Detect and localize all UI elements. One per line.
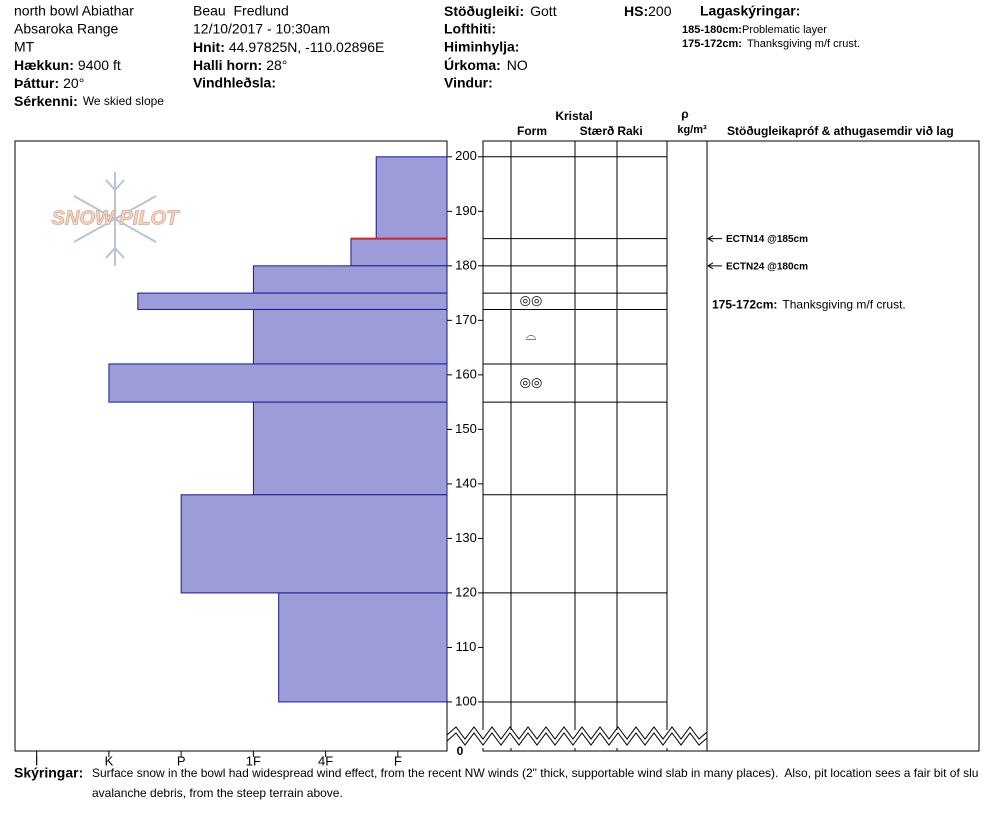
comment-text: Thanksgiving m/f crust. <box>782 297 905 311</box>
feature-row: Sérkenni: We skied slope <box>14 93 164 109</box>
observer: Beau Fredlund <box>193 3 289 19</box>
x-tick-label: K <box>105 753 114 768</box>
crystal-frame <box>482 140 980 752</box>
tests-header: Stöðugleikapróf & athugasemdir við lag <box>727 124 954 138</box>
y-tick-label: 100 <box>455 693 477 708</box>
value: We skied slope <box>83 94 164 108</box>
value: 20° <box>63 75 84 91</box>
y-tick-label: 120 <box>455 584 477 599</box>
layer-bar <box>108 363 448 403</box>
y-tick-label: 190 <box>455 203 477 218</box>
aspect-row: Þáttur: 20° <box>14 75 84 91</box>
layer-comment: 175-172cm: Thanksgiving m/f crust. <box>712 297 906 311</box>
value: NO <box>507 57 528 73</box>
grain-form: ⌓ <box>526 328 536 343</box>
density-header: ρ <box>681 107 688 121</box>
slope-row: Halli horn: 28° <box>193 57 287 73</box>
layer-bar <box>137 292 448 310</box>
plot: 100 110 120 130 140 150 160 170 180 190 200 I K P 1F 4F… <box>35 148 906 768</box>
y-tick-label: 130 <box>455 530 477 545</box>
legend-title: Lagaskýringar: <box>700 3 800 19</box>
layer-bar <box>180 494 448 594</box>
y-tick-label: 200 <box>455 148 477 163</box>
test-arrow <box>707 262 722 270</box>
logo <box>73 172 157 266</box>
sky-label: Himinhylja: <box>444 39 519 55</box>
test-label: ECTN24 @180cm <box>726 261 808 272</box>
y-tick-label: 110 <box>456 639 477 654</box>
comment-range: 175-172cm: <box>712 297 777 311</box>
label: Úrkoma: <box>444 56 501 73</box>
value: Gott <box>530 3 557 19</box>
size-header: Stærð <box>580 124 615 138</box>
grain-form: ◎◎ <box>520 374 543 389</box>
test-label: ECTN14 @185cm <box>726 234 808 245</box>
legend-row: 185-180cm:Problematic layer <box>682 24 827 36</box>
precip-row: Úrkoma: NO <box>444 56 528 73</box>
y-tick-label: 140 <box>455 475 477 490</box>
layer-bar <box>375 156 448 240</box>
grain-form: ◎◎ <box>520 293 543 308</box>
moisture-header: Raki <box>617 124 642 138</box>
label: Sérkenni: <box>14 93 78 109</box>
layer-bar <box>252 401 448 496</box>
label: Halli horn: <box>193 57 262 73</box>
crystal-header: Kristal <box>555 109 592 123</box>
notes-line: Surface snow in the bowl had widespread … <box>92 766 978 780</box>
axis-break <box>446 732 708 746</box>
label: Hækkun: <box>14 57 74 73</box>
axis-break <box>446 726 708 740</box>
column-dividers <box>510 141 708 751</box>
density-unit: kg/m³ <box>677 124 707 136</box>
range: Absaroka Range <box>14 21 119 37</box>
logo-text: SNOW PILOT <box>52 207 180 229</box>
legend-text: Problematic layer <box>742 24 827 36</box>
axis-break-label: 0 <box>457 744 464 758</box>
form-header: Form <box>517 124 547 138</box>
wind-label: Vindur: <box>444 75 493 91</box>
legend-range: 175-172cm: <box>682 38 742 50</box>
x-tick-label: I <box>35 753 39 768</box>
air-temp-label: Lofthiti: <box>444 21 496 37</box>
legend-text: Thanksgiving m/f crust. <box>747 38 860 50</box>
label: Stöðugleiki: <box>444 3 524 19</box>
layer-bar <box>252 265 448 294</box>
value: 28° <box>266 57 287 73</box>
label: HS: <box>624 3 648 19</box>
label: Hnit: <box>193 39 225 55</box>
x-tick-label: 1F <box>246 753 261 768</box>
x-tick-label: 4F <box>318 753 333 768</box>
legend-range: 185-180cm: <box>682 24 742 36</box>
wind-loading-label: Vindhleðsla: <box>193 75 276 91</box>
x-tick-label: P <box>177 753 186 768</box>
state: MT <box>14 39 35 55</box>
y-tick-label: 160 <box>455 366 477 381</box>
stability-row: Stöðugleiki: Gott <box>444 3 557 19</box>
coords-row: Hnit: 44.97825N, -110.02896E <box>193 39 384 55</box>
y-tick-label: 150 <box>455 421 477 436</box>
layer-bar <box>252 308 448 365</box>
hs-row: HS:200 <box>624 3 672 19</box>
location: north bowl Abiathar <box>14 3 134 19</box>
x-tick-label: F <box>394 753 402 768</box>
y-tick-label: 170 <box>455 312 477 327</box>
label: Þáttur: <box>14 75 59 91</box>
notes-line: avalanche debris, from the steep terrain… <box>92 786 343 800</box>
y-tick-label: 180 <box>455 257 477 272</box>
legend-row: 175-172cm: Thanksgiving m/f crust. <box>682 38 860 50</box>
layer-bar <box>350 238 448 267</box>
layer-bar <box>278 592 448 703</box>
value: 9400 ft <box>78 57 121 73</box>
value: 200 <box>648 3 672 19</box>
notes-label: Skýringar: <box>14 765 83 781</box>
datetime: 12/10/2017 - 10:30am <box>193 21 330 37</box>
test-arrow <box>707 235 722 243</box>
value: 44.97825N, -110.02896E <box>229 39 384 55</box>
elevation-row: Hækkun: 9400 ft <box>14 57 121 73</box>
